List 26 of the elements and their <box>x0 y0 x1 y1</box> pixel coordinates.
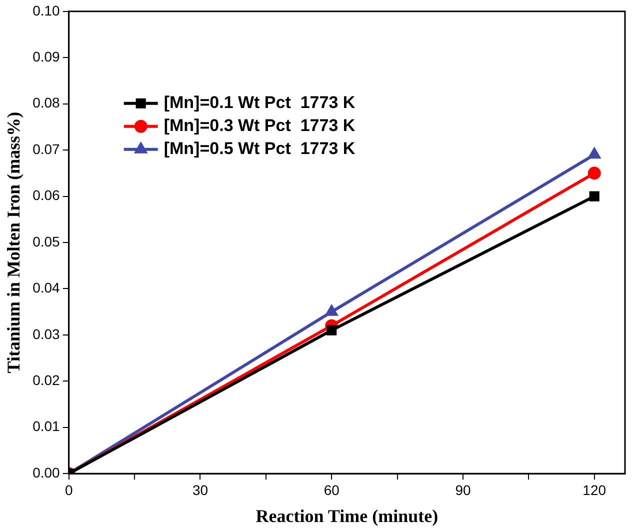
legend-label: [Mn]=0.5 Wt Pct 1773 K <box>164 139 356 158</box>
y-tick-label: 0.09 <box>32 48 60 64</box>
x-tick-label: 120 <box>582 482 606 498</box>
point <box>589 191 600 202</box>
point <box>326 305 338 316</box>
point <box>588 166 601 180</box>
y-tick-label: 0.05 <box>32 233 60 250</box>
x-tick-label: 60 <box>324 482 340 498</box>
y-tick-label: 0.00 <box>32 464 60 480</box>
y-tick-label: 0.01 <box>32 418 60 434</box>
y-tick-label: 0.10 <box>32 2 60 18</box>
y-tick-label: 0.08 <box>32 94 60 111</box>
y-tick-label: 0.04 <box>32 280 60 296</box>
point <box>588 148 600 159</box>
y-tick-label: 0.06 <box>32 187 60 204</box>
y-axis-title: Titanium in Molten Iron (mass%) <box>3 112 24 374</box>
x-axis-title: Reaction Time (minute) <box>256 506 438 526</box>
point <box>326 325 337 336</box>
legend-label: [Mn]=0.1 Wt Pct 1773 K <box>164 93 356 112</box>
y-tick-label: 0.02 <box>32 372 60 388</box>
y-tick-label: 0.03 <box>32 326 60 342</box>
x-tick-label: 90 <box>455 482 471 498</box>
y-tick-label: 0.07 <box>32 140 60 157</box>
legend-label: [Mn]=0.3 Wt Pct 1773 K <box>164 116 356 136</box>
x-tick-label: 0 <box>64 482 73 498</box>
x-tick-label: 30 <box>192 482 208 498</box>
